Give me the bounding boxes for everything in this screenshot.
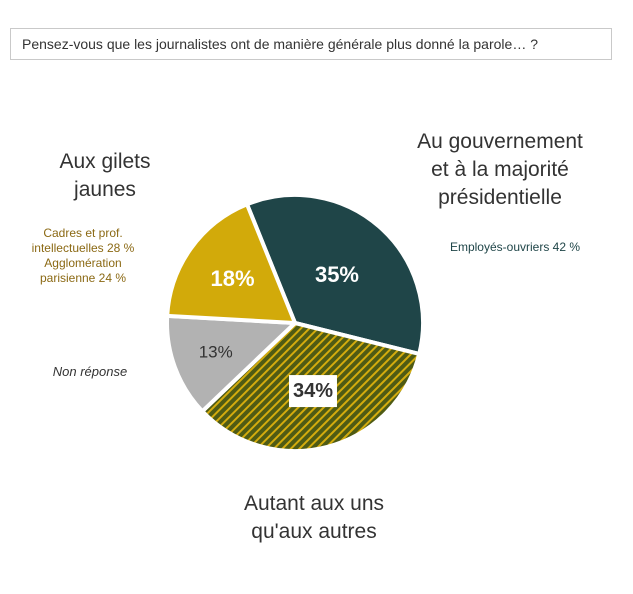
pie-slice-gilets — [165, 202, 297, 325]
annotation-gilets-line-2: intellectuelles 28 % — [31, 241, 135, 255]
pie-label-box-autant — [288, 375, 337, 408]
pie-label-non-reponse: 13% — [199, 343, 233, 362]
label-non-reponse-text: Non réponse — [52, 364, 128, 379]
pie-slice-non-reponse — [165, 313, 297, 414]
label-gouvernement: Au gouvernement et à la majorité préside… — [398, 128, 602, 212]
question-box: Pensez-vous que les journalistes ont de … — [10, 28, 612, 60]
label-non-reponse: Non réponse — [28, 364, 152, 379]
pie-label-autant: 34% — [293, 380, 333, 402]
pie-label-gilets: 18% — [211, 266, 255, 291]
label-autant-line-2: qu'aux autres — [251, 520, 377, 543]
label-autant-line-1: Autant aux uns — [243, 492, 385, 515]
pie-slices — [165, 193, 425, 453]
pie-label-gouvernement: 35% — [315, 262, 359, 287]
annotation-gilets-line-4: parisienne 24 % — [39, 271, 127, 285]
label-gilets-jaunes: Aux gilets jaunes — [40, 148, 170, 204]
annotation-gouvernement-text: Employés-ouvriers 42 % — [449, 240, 581, 254]
pie-slice-labels: 35% 34% 13% 18% — [199, 262, 359, 408]
annotation-gilets-line-3: Agglomération — [44, 256, 122, 270]
pie-slice-gouvernement — [245, 193, 425, 356]
label-gouvernement-line-1: Au gouvernement — [417, 130, 583, 153]
label-gouvernement-line-3: présidentielle — [438, 186, 562, 209]
label-gilets-line-1: Aux gilets — [59, 150, 151, 173]
label-gouvernement-line-2: et à la majorité — [431, 158, 569, 181]
question-text: Pensez-vous que les journalistes ont de … — [22, 36, 538, 52]
label-gilets-line-2: jaunes — [74, 178, 136, 201]
annotation-gouvernement: Employés-ouvriers 42 % — [440, 240, 590, 255]
annotation-gilets-line-1: Cadres et prof. — [43, 226, 123, 240]
label-autant: Autant aux uns qu'aux autres — [214, 490, 414, 546]
annotation-gilets: Cadres et prof. intellectuelles 28 % Agg… — [18, 226, 148, 286]
